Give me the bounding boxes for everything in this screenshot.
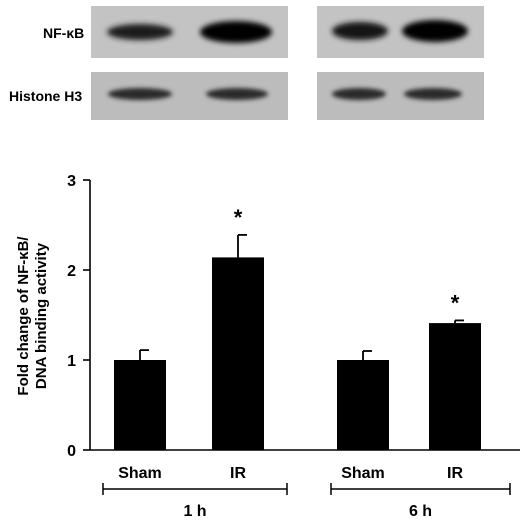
blot-label-histone: Histone H3 [9,88,82,104]
x-category-labels: Sham IR Sham IR [118,465,463,482]
x-category-label: IR [447,465,463,482]
y-tick-label: 3 [67,173,76,190]
bar-chart: Fold change of NF-κB/ DNA binding activi… [15,173,520,520]
y-tick-label: 2 [67,263,76,280]
x-category-label: Sham [341,465,385,482]
x-category-label: IR [230,465,246,482]
blot-histone-6h [317,72,484,120]
blot-label-nfkb: NF-κB [43,25,84,41]
bars: ** [114,205,481,450]
y-axis-title-line-2: DNA binding activity [33,242,50,389]
blot-band-ir [402,20,468,42]
blot-band-sham [332,22,388,40]
significance-marker: * [234,205,243,230]
blot-nfkb-6h [317,6,484,58]
blot-band-ir [404,88,462,100]
bar [429,323,481,450]
bar [337,360,389,450]
y-tick-label: 1 [67,353,76,370]
blot-band-sham [332,88,386,100]
group-label: 1 h [183,503,206,520]
western-blot: NF-κB Histone H3 [9,6,484,120]
bar [114,360,166,450]
blot-band-sham [108,88,172,100]
blot-band-ir [200,21,272,43]
blot-band-sham [107,24,173,40]
x-category-label: Sham [118,465,162,482]
blot-band-ir [206,88,268,100]
blot-nfkb-1h [91,6,288,58]
blot-histone-1h [91,72,288,120]
y-tick-label: 0 [67,443,76,460]
significance-marker: * [451,290,460,315]
group-label: 6 h [409,503,432,520]
group-brackets: 1 h 6 h [102,483,511,520]
y-ticks: 0 1 2 3 [67,173,90,460]
y-axis-title-line-1: Fold change of NF-κB/ [15,236,32,396]
bar [212,257,264,450]
